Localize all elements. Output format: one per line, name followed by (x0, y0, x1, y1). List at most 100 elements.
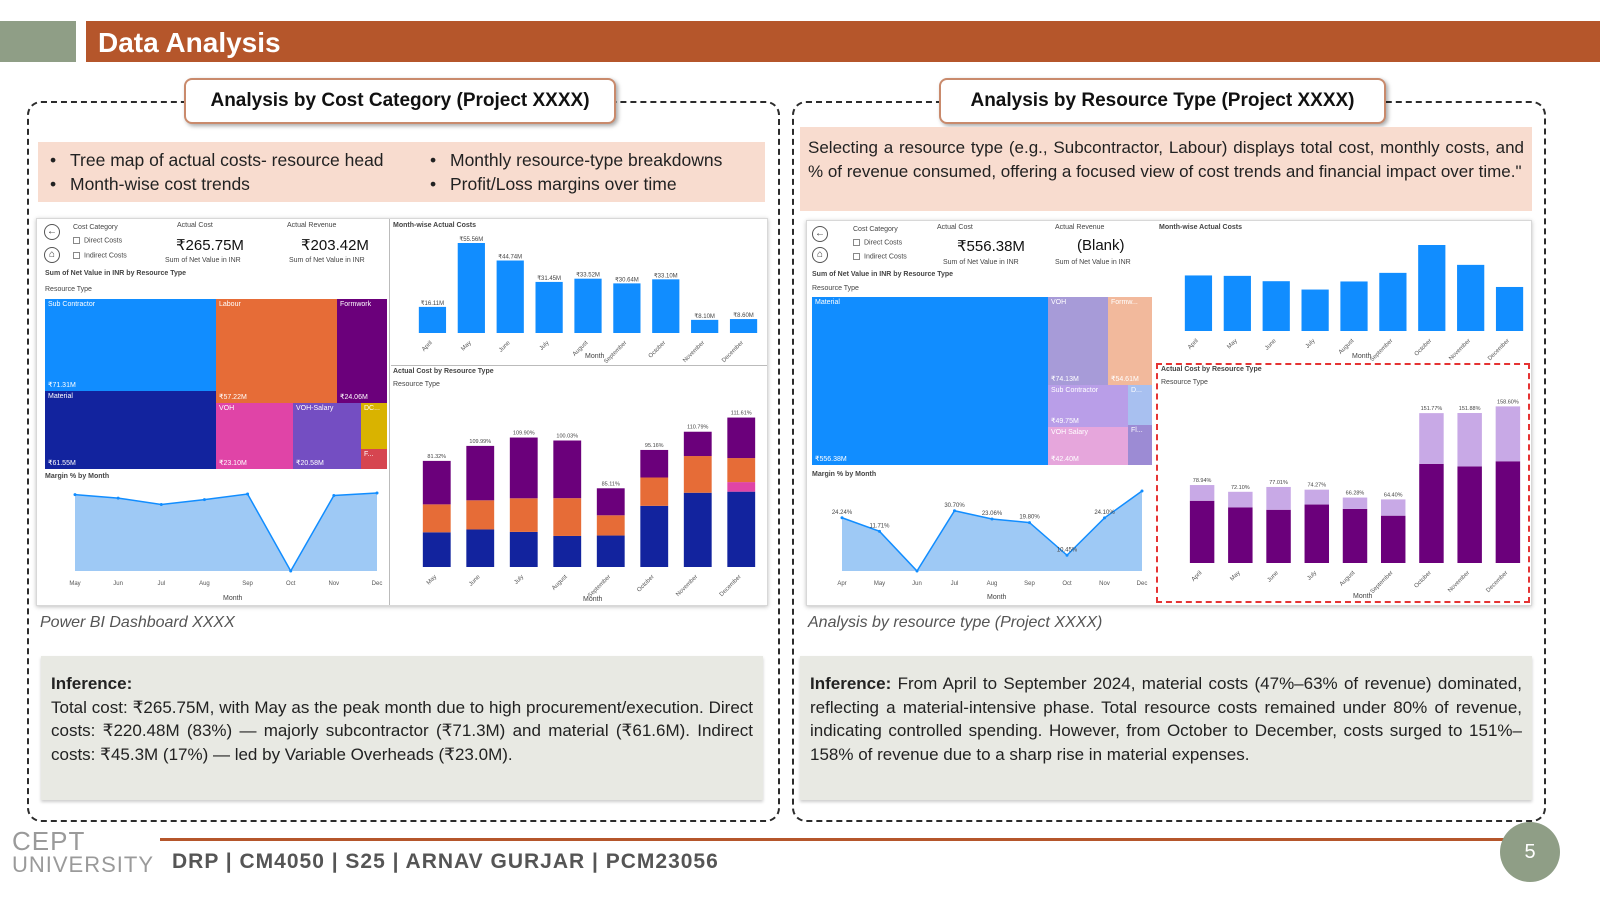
back-icon[interactable]: ← (812, 226, 828, 242)
treemap-tile[interactable]: D... (1128, 385, 1152, 425)
bullet-item: Month-wise cost trends (48, 172, 384, 196)
page-title: Data Analysis (98, 27, 281, 58)
checkbox-icon[interactable] (73, 237, 80, 244)
filter-option-direct[interactable]: Direct Costs (853, 239, 902, 246)
tick-label: July (513, 574, 525, 586)
tick-label: November (682, 340, 706, 363)
treemap-tile[interactable]: VOH Salary ₹42.40M (1048, 427, 1128, 465)
data-label: ₹55.56M (459, 236, 483, 243)
stack-segment (422, 460, 451, 505)
header-bar (86, 21, 1600, 62)
home-icon[interactable]: ⌂ (44, 247, 60, 263)
treemap-tile[interactable]: Formw... ₹54.61M (1108, 297, 1152, 385)
tick-label: Nov (1099, 581, 1110, 587)
tick-label: June (498, 340, 512, 354)
bullet-item: Monthly resource-type breakdowns (428, 148, 722, 172)
treemap-tile[interactable]: VOH-Salary ₹20.58M (293, 403, 361, 469)
treemap-tile[interactable]: VOH ₹23.10M (216, 403, 293, 469)
data-point (840, 516, 844, 520)
filter-option-indirect[interactable]: Indirect Costs (853, 253, 907, 260)
bar (496, 260, 524, 333)
tick-label: Aug (987, 581, 998, 587)
back-icon[interactable]: ← (44, 224, 60, 240)
data-point (915, 569, 919, 573)
month-chart-xlabel: Month (585, 353, 605, 360)
month-chart-title: Month-wise Actual Costs (393, 222, 476, 229)
margin-chart-title: Margin % by Month (45, 473, 110, 480)
stack-segment (727, 491, 756, 567)
home-icon[interactable]: ⌂ (812, 247, 828, 263)
tick-label: October (648, 340, 667, 359)
stack-segment (683, 492, 712, 567)
left-inference-box: Inference: Total cost: ₹265.75M, with Ma… (41, 656, 763, 800)
tick-label: November (1447, 570, 1471, 593)
data-label: 24.24% (832, 510, 853, 516)
treemap-tile[interactable]: Formwork ₹24.06M (337, 299, 387, 403)
margin-chart-title: Margin % by Month (812, 471, 877, 478)
data-label: 10.45% (1057, 547, 1078, 553)
data-label: 11.71% (870, 523, 891, 529)
data-label: ₹30.64M (615, 276, 639, 283)
inference-label: Inference: (810, 674, 892, 693)
right-description: Selecting a resource type (e.g., Subcont… (808, 138, 1524, 181)
right-month-bar-chart: April May June July August September October No… (1184, 245, 1524, 361)
treemap-tile[interactable]: F... (361, 449, 387, 469)
stack-segment (727, 482, 756, 492)
treemap-tile[interactable]: VOH ₹74.13M (1048, 297, 1108, 385)
data-label: ₹31.45M (537, 275, 561, 282)
tick-label: August (1339, 570, 1357, 588)
filter-option-indirect[interactable]: Indirect Costs (73, 252, 127, 259)
stack-segment (1189, 485, 1215, 501)
right-dashboard-screenshot: ← ⌂ Cost Category Direct Costs Indirect … (806, 220, 1532, 606)
tick-label: October (1414, 570, 1433, 589)
stack-segment (509, 498, 538, 532)
tick-label: Jun (113, 581, 123, 587)
right-description-box: Selecting a resource type (e.g., Subcont… (800, 127, 1532, 211)
treemap-tile[interactable]: Sub Contractor ₹71.31M (45, 299, 216, 391)
treemap-tile[interactable]: Fl... (1128, 425, 1152, 465)
filter-option-direct[interactable]: Direct Costs (73, 237, 122, 244)
data-label: 23.06% (982, 511, 1003, 517)
tick-label: Apr (837, 581, 846, 587)
data-label: ₹33.52M (576, 272, 600, 279)
stack-segment (1228, 507, 1253, 563)
tick-label: Sep (242, 581, 253, 587)
total-label: 158.60% (1497, 399, 1519, 405)
stack-segment (509, 437, 538, 499)
checkbox-icon[interactable] (73, 252, 80, 259)
checkbox-icon[interactable] (853, 253, 860, 260)
tick-label: April (1187, 338, 1200, 351)
treemap-tile[interactable]: Material ₹556.38M (812, 297, 1048, 465)
data-label: ₹44.74M (498, 254, 522, 261)
divider (389, 219, 390, 605)
tick-label: June (1264, 338, 1278, 352)
left-bullet-box: Tree map of actual costs- resource head … (38, 142, 765, 202)
stack-segment (553, 535, 582, 567)
data-point (375, 491, 379, 495)
stack-segment (596, 535, 625, 567)
tick-label: May (1229, 570, 1241, 582)
bar (729, 319, 758, 333)
data-point (953, 509, 956, 513)
stack-segment (422, 504, 451, 533)
tick-label: June (468, 574, 482, 588)
stack-segment (466, 445, 495, 501)
bar (1262, 281, 1290, 331)
margin-chart-xlabel: Month (987, 594, 1007, 601)
stack-chart-title: Actual Cost by Resource Type (393, 368, 494, 375)
stack-segment (466, 500, 495, 530)
kpi-cost-sub: Sum of Net Value in INR (943, 259, 1019, 266)
total-label: 64.40% (1384, 492, 1403, 498)
checkbox-icon[interactable] (853, 239, 860, 246)
data-label: ₹8.10M (694, 313, 715, 320)
treemap-tile[interactable]: Material ₹61.55M (45, 391, 216, 469)
data-point (990, 517, 994, 521)
data-point (878, 529, 881, 533)
treemap-tile[interactable]: Labour ₹57.22M (216, 299, 337, 403)
kpi-rev-sub: Sum of Net Value in INR (1055, 259, 1131, 266)
treemap-tile[interactable]: Sub Contractor ₹49.75M (1048, 385, 1128, 427)
right-margin-area-chart: 24.24% Apr 11.71% May Jun 30.70% Jul 23.06% Aug 1… (832, 489, 1147, 587)
data-point (116, 496, 120, 500)
treemap-tile[interactable]: DC... (361, 403, 387, 449)
treemap: Material ₹556.38M VOH ₹74.13M Formw... ₹54.… (812, 297, 1152, 465)
